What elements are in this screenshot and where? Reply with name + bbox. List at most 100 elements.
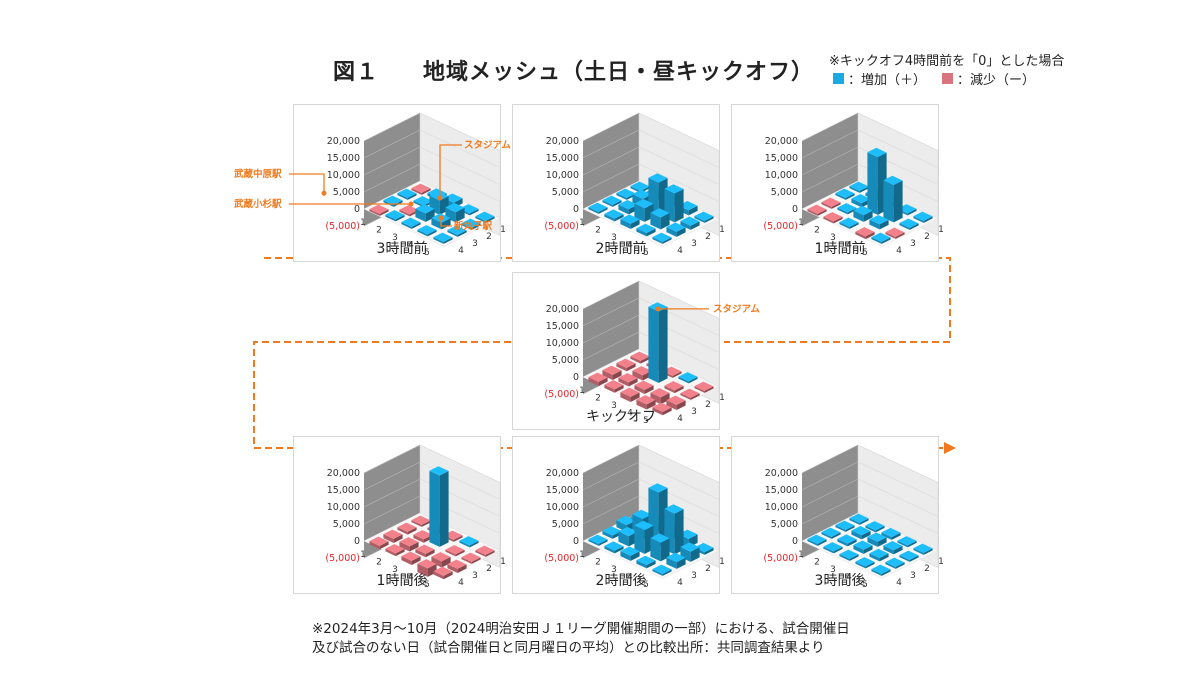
left-wall-gridline (363, 478, 421, 508)
bar-top-face (652, 564, 672, 574)
bar-side-face (379, 209, 389, 216)
bar (666, 552, 686, 569)
bar-side-face (630, 219, 640, 229)
bar-front-face (680, 393, 691, 400)
y-tick-label: 2 (486, 564, 492, 574)
bar-top-face (897, 536, 917, 546)
y-tick-label: 3 (691, 571, 697, 581)
bar-side-face (891, 532, 901, 540)
left-wall-gridline (801, 461, 859, 491)
bar-top-face (417, 559, 437, 569)
bar (652, 402, 672, 416)
bar-side-face (688, 205, 698, 216)
bar (897, 536, 917, 548)
bar-top-face (620, 387, 640, 397)
left-wall-gridline (801, 146, 859, 176)
x-tick-label: 1 (360, 218, 366, 228)
bar-front-face (630, 356, 641, 364)
bar-top-face (648, 173, 668, 183)
annotation-dot (438, 215, 444, 221)
bar-side-face (847, 207, 857, 215)
y-tick-label: 2 (924, 232, 930, 242)
bar-front-face (871, 237, 882, 244)
left-wall-gridline (801, 495, 859, 525)
bar-top-face (680, 216, 700, 226)
z-tick-label: 20,000 (327, 136, 360, 147)
bar-top-face (694, 542, 714, 553)
bar (885, 557, 905, 569)
z-tick-label: 20,000 (546, 304, 579, 315)
bar-front-face (604, 545, 615, 554)
left-wall-gridline (363, 495, 421, 525)
bar-top-face (415, 204, 435, 214)
bar (869, 215, 889, 230)
bar (461, 552, 481, 564)
bar-front-face (401, 222, 412, 229)
y-tick-label: 1 (938, 225, 944, 235)
bar-front-face (385, 548, 396, 557)
bar-side-face (662, 569, 672, 576)
bar-top-face (632, 509, 652, 519)
bar (616, 358, 636, 372)
bar-front-face (413, 534, 424, 543)
y-tick-label: 4 (677, 246, 683, 256)
bar (417, 225, 437, 237)
bar-front-face (461, 557, 472, 564)
chart-title: 1時間前 (815, 240, 866, 257)
x-tick-label: 5 (424, 580, 430, 590)
bar (851, 526, 871, 540)
bar (620, 214, 640, 229)
x-tick-label: 5 (643, 416, 649, 426)
back-wall-gridline (419, 444, 501, 483)
chart-title: キックオフ (586, 409, 656, 425)
z-tick-label: 0 (573, 536, 579, 547)
bar-side-face (421, 188, 431, 195)
bar-front-face (447, 230, 458, 237)
bar-front-face (604, 384, 615, 393)
back-wall-gridline (638, 163, 720, 202)
chart-panel-2h-before: 20,000 15,000 10,000 5,000 0 (5,000) 1 2 3 4 5 1 2 3 4… (512, 104, 725, 262)
bar (399, 537, 419, 552)
bar-side-face (895, 232, 905, 239)
bar-side-face (457, 230, 467, 237)
chart-title: 3時間前 (377, 240, 428, 257)
z-tick-label: 15,000 (765, 153, 798, 164)
x-tick-label: 5 (862, 580, 868, 590)
left-wall-gridline (582, 331, 640, 361)
bar-side-face (379, 541, 389, 550)
bar-side-face (614, 546, 624, 554)
bar-top-face (664, 504, 684, 514)
y-tick-label: 4 (677, 414, 683, 424)
bar-front-face (459, 540, 470, 548)
bar (835, 188, 855, 200)
bar-side-face (411, 556, 421, 565)
figure-main-title: 地域メッシュ（土日・昼キックオフ） (423, 60, 815, 85)
bar-side-face (676, 400, 686, 410)
left-wall-gridline (363, 146, 421, 176)
bar-side-face (421, 520, 431, 527)
bar-front-face (461, 223, 472, 230)
y-tick-label: 1 (500, 557, 506, 567)
bar-front-face (383, 534, 394, 543)
bar-side-face (877, 537, 887, 547)
left-wall-gridline (582, 280, 640, 310)
x-tick-label: 1 (579, 218, 585, 228)
bar-top-face (616, 515, 636, 526)
chart-panel-1h-after: 20,000 15,000 10,000 5,000 0 (5,000) 1 2 3 4 5 1 2 3 4… (293, 436, 506, 594)
z-tick-label: (5,000) (544, 389, 579, 400)
bar (475, 211, 495, 223)
bar-top-face (415, 544, 435, 554)
x-tick-label: 4 (846, 572, 852, 582)
bar-top-face (447, 225, 467, 235)
bar (433, 232, 453, 244)
y-tick-label: 2 (705, 564, 711, 574)
bar-top-face (823, 542, 843, 552)
bar-front-face (666, 226, 677, 237)
bar-side-face (439, 471, 449, 547)
bar-top-face (445, 545, 465, 555)
bar-top-face (433, 232, 453, 242)
left-wall-gridline (582, 129, 640, 159)
bar-top-face (648, 483, 668, 493)
